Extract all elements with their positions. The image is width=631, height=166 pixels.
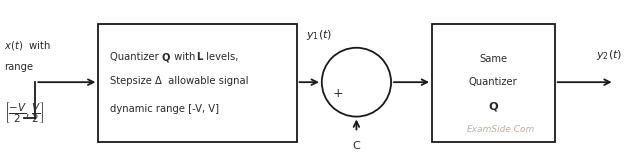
Text: Quantizer: Quantizer <box>469 77 518 87</box>
Text: Stepsize Δ  allowable signal: Stepsize Δ allowable signal <box>110 76 248 86</box>
Text: $x(t)$  with: $x(t)$ with <box>4 39 50 52</box>
Text: levels,: levels, <box>203 52 239 62</box>
Text: ExamSide.Com: ExamSide.Com <box>467 125 535 134</box>
Text: C: C <box>353 141 360 151</box>
Text: range: range <box>4 62 33 72</box>
Text: $y_1(t)$: $y_1(t)$ <box>306 28 333 42</box>
Text: Same: Same <box>480 54 507 64</box>
Text: $y_2(t)$: $y_2(t)$ <box>596 48 622 62</box>
Text: dynamic range [-V, V]: dynamic range [-V, V] <box>110 104 218 114</box>
Text: Q: Q <box>162 52 170 62</box>
Ellipse shape <box>322 48 391 117</box>
Bar <box>98 24 297 142</box>
Text: +: + <box>333 87 343 100</box>
Text: with: with <box>171 52 198 62</box>
Text: $\left[\dfrac{-V}{2},\dfrac{V}{2}\right]$: $\left[\dfrac{-V}{2},\dfrac{V}{2}\right]… <box>4 100 44 125</box>
Bar <box>432 24 555 142</box>
Text: Quantizer: Quantizer <box>110 52 162 62</box>
Text: L: L <box>196 52 203 62</box>
Text: Q: Q <box>488 102 498 112</box>
